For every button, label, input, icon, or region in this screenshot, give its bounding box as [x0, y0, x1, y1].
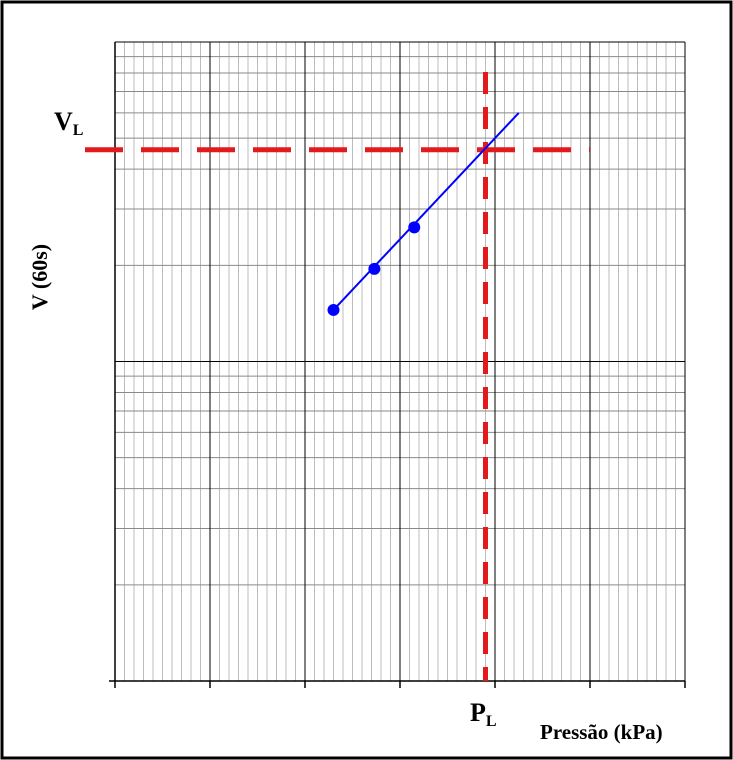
reference-lines — [85, 72, 590, 681]
vl-label: VL — [54, 107, 83, 139]
vl-label-sub: L — [73, 122, 84, 139]
pl-label-main: P — [470, 698, 486, 727]
chart-grid — [115, 41, 686, 681]
pl-label: PL — [470, 698, 497, 730]
vl-label-main: V — [54, 107, 73, 136]
data-point — [327, 303, 340, 316]
x-axis-label: Pressão (kPa) — [540, 720, 663, 744]
fit-line — [332, 112, 520, 311]
data-point — [368, 262, 381, 275]
y-axis-label: V (60s) — [27, 244, 52, 310]
data-point — [408, 221, 421, 234]
chart-series — [327, 112, 520, 316]
pl-label-sub: L — [486, 713, 497, 730]
